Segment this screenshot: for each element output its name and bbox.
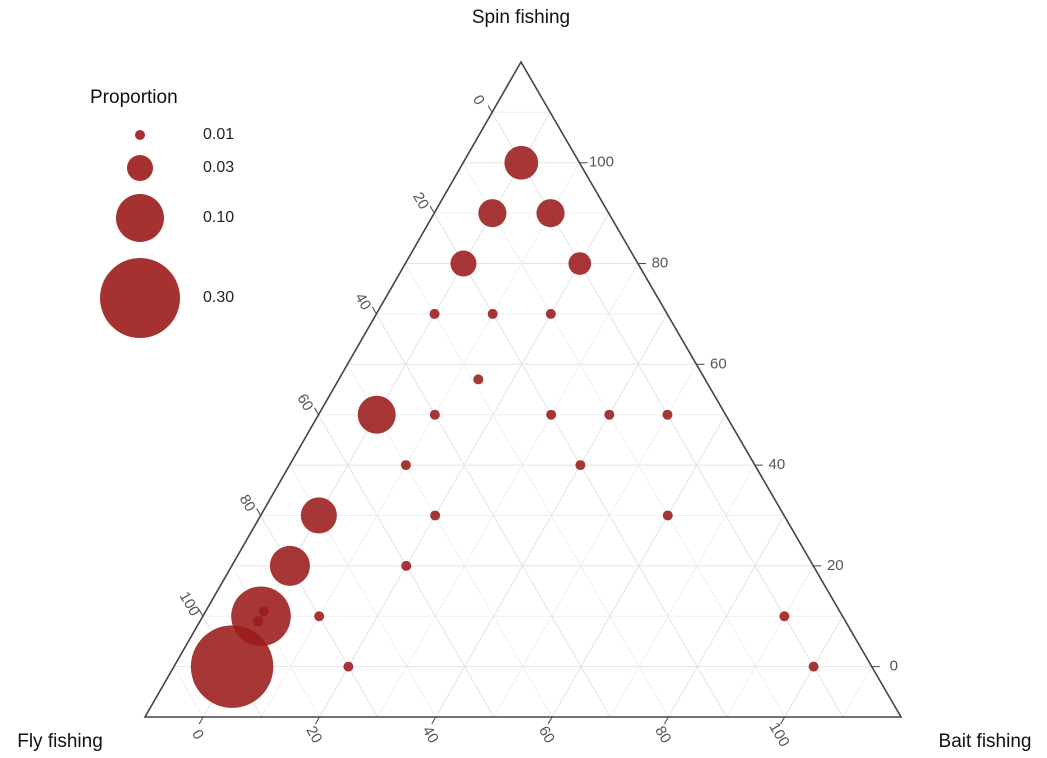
minor-grid-line <box>842 666 873 718</box>
tick-mark <box>547 716 553 725</box>
tick-mark <box>780 716 786 725</box>
point <box>357 395 396 434</box>
point <box>779 611 790 622</box>
point <box>269 545 310 586</box>
tick-label: 100 <box>589 154 614 171</box>
point <box>401 560 412 571</box>
tick-mark <box>314 407 319 415</box>
point <box>314 611 325 622</box>
point <box>478 199 507 228</box>
point <box>545 308 556 319</box>
tick-mark <box>198 608 204 617</box>
point <box>300 497 337 534</box>
point <box>400 460 411 471</box>
minor-grid-line <box>404 263 669 718</box>
tick-label: 80 <box>652 255 669 272</box>
point <box>487 308 498 319</box>
minor-grid-line <box>493 364 697 718</box>
tick-mark <box>663 716 669 725</box>
grid-line <box>551 414 727 718</box>
point <box>343 661 354 672</box>
point <box>429 308 440 319</box>
minor-grid-line <box>462 162 786 718</box>
minor-grid-line <box>726 565 814 718</box>
tick-mark <box>429 205 435 214</box>
point <box>568 252 592 275</box>
legend-label: 0.30 <box>203 289 234 306</box>
minor-grid-line <box>377 263 639 718</box>
point <box>808 661 819 672</box>
point <box>429 409 440 420</box>
point <box>604 409 615 420</box>
tick-mark <box>371 306 377 315</box>
tick-label: 20 <box>409 189 432 212</box>
axis-title-top: Spin fishing <box>472 7 570 28</box>
tick-label: 40 <box>419 723 442 746</box>
tick-label: 0 <box>188 727 207 743</box>
minor-grid-line <box>173 666 204 718</box>
legend-label: 0.01 <box>203 126 234 143</box>
point <box>536 199 565 228</box>
tick-label: 100 <box>176 589 203 619</box>
point <box>450 250 477 277</box>
tick-label: 60 <box>710 355 727 372</box>
axis-title-right: Bait fishing <box>939 731 1032 752</box>
tick-mark <box>487 105 493 113</box>
tick-label: 0 <box>890 658 898 675</box>
legend-label: 0.10 <box>203 209 234 226</box>
grid-line <box>435 313 668 718</box>
grid-line <box>319 212 610 718</box>
tick-label: 20 <box>827 557 844 574</box>
tick-mark <box>431 716 437 725</box>
tick-label: 20 <box>302 723 325 746</box>
triangle-frame <box>143 60 903 718</box>
legend-title: Proportion <box>90 87 178 108</box>
tick-label: 40 <box>351 290 374 313</box>
point <box>253 616 264 627</box>
point <box>546 409 557 420</box>
minor-grid-line <box>260 162 580 718</box>
legend-key <box>116 194 164 242</box>
legend-key <box>100 258 180 338</box>
point <box>473 374 484 385</box>
point <box>662 409 673 420</box>
point <box>430 510 441 521</box>
legend: 0.01 0.03 0.10 0.30 <box>100 126 234 338</box>
point <box>662 510 673 521</box>
legend-key <box>135 130 145 140</box>
axis-title-left: Fly fishing <box>17 731 103 752</box>
point <box>258 606 269 617</box>
point <box>575 460 586 471</box>
tick-mark <box>198 716 204 725</box>
tick-label: 80 <box>651 723 674 746</box>
tick-label: 80 <box>236 492 259 515</box>
tick-label: 100 <box>766 720 793 750</box>
grid-line <box>667 515 785 718</box>
tick-label: 60 <box>535 723 558 746</box>
tick-mark <box>315 716 320 725</box>
legend-key <box>127 155 153 181</box>
legend-label: 0.03 <box>203 159 234 176</box>
points <box>190 145 819 708</box>
tick-label: 0 <box>469 92 488 108</box>
tick-mark <box>256 508 262 516</box>
point <box>190 625 274 708</box>
minor-grid-line <box>609 464 756 718</box>
point <box>504 145 539 180</box>
tick-label: 60 <box>293 391 316 414</box>
tick-label: 40 <box>769 456 786 473</box>
